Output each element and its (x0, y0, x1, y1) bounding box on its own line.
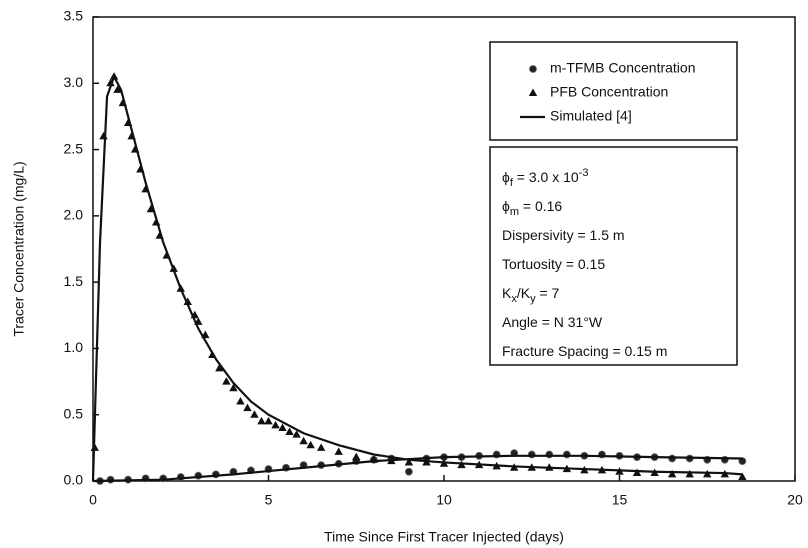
y-tick-label: 0.5 (64, 405, 84, 421)
circle-point (404, 467, 413, 476)
annotation-sub: x (511, 293, 517, 305)
annotation-text: K (502, 285, 512, 301)
y-axis-label: Tracer Concentration (mg/L) (11, 161, 27, 336)
annotation-sub: m (510, 206, 519, 218)
annotation-text: ϕ (502, 198, 510, 214)
annotation: ϕf​ = 3.0 x 10-3 (502, 167, 588, 189)
triangle-point (352, 452, 361, 461)
triangle-point (285, 427, 294, 435)
annotation-text: = 0.16 (519, 198, 562, 214)
legend-box (489, 41, 738, 141)
annotation-text: Tortuosity = 0.15 (502, 256, 605, 272)
triangle-point (299, 436, 308, 445)
x-tick-label: 0 (89, 492, 97, 508)
triangle-point (278, 423, 287, 431)
triangle-point (271, 420, 280, 429)
x-tick-label: 5 (265, 492, 273, 508)
triangle-point (250, 410, 259, 418)
annotation: Dispersivity = 1.5 m (502, 227, 625, 243)
annotation: Kx​/Ky​ = 7 (502, 285, 560, 305)
triangle-point (667, 469, 677, 478)
y-tick-label: 2.0 (64, 207, 84, 223)
y-tick-label: 3.5 (64, 8, 84, 24)
triangle-point (404, 457, 414, 466)
triangle-point (106, 78, 115, 87)
legend-label: PFB Concentration (550, 84, 668, 100)
triangle-point (113, 85, 122, 93)
y-tick-label: 0.0 (64, 472, 84, 488)
x-tick-label: 10 (436, 492, 452, 508)
y-tick-label: 1.0 (64, 339, 84, 355)
annotation-text: ϕ (502, 169, 510, 185)
y-tick-label: 2.5 (64, 140, 84, 156)
annotation-text: = 3.0 x 10 (513, 169, 579, 185)
triangle-point (264, 416, 273, 425)
annotation: Angle = N 31°W (502, 314, 603, 330)
annotation: ϕm​ = 0.16 (502, 198, 562, 218)
triangle-point (306, 440, 315, 449)
triangle-point (316, 443, 326, 451)
triangle-point (685, 469, 694, 478)
annotation-text: = 7 (536, 285, 560, 301)
triangle-point (632, 468, 642, 477)
annotation-text: Dispersivity = 1.5 m (502, 227, 625, 243)
legend-label: Simulated [4] (550, 108, 632, 124)
triangle-point (183, 297, 192, 306)
triangle-point (292, 430, 301, 438)
y-tick-label: 3.0 (64, 74, 84, 90)
triangle-point (215, 363, 224, 372)
circle-point (545, 450, 554, 459)
y-tick-label: 1.5 (64, 273, 84, 289)
triangle-point (738, 472, 747, 481)
triangle-point (229, 383, 238, 392)
annotation-sup: -3 (579, 167, 589, 179)
legend-marker (528, 88, 538, 96)
x-axis-label: Time Since First Tracer Injected (days) (324, 529, 564, 545)
legend-marker (529, 65, 537, 73)
annotation-text: /K (517, 285, 531, 301)
triangle-point (99, 131, 108, 140)
annotation-text: Fracture Spacing = 0.15 m (502, 343, 667, 359)
annotation-sub: f (510, 177, 514, 189)
triangle-point (243, 403, 252, 412)
triangle-point (222, 377, 231, 385)
annotation-sub: y (530, 293, 536, 305)
triangle-point (236, 396, 245, 405)
x-tick-label: 20 (787, 492, 803, 508)
annotation-box (489, 146, 738, 366)
annotation: Fracture Spacing = 0.15 m (502, 343, 667, 359)
simulated-line (91, 73, 743, 483)
legend-label: m-TFMB Concentration (550, 60, 695, 76)
triangle-point (334, 447, 343, 455)
triangle-point (257, 416, 266, 425)
annotation-text: Angle = N 31°W (502, 314, 603, 330)
circle-point (527, 450, 536, 459)
circle-point (562, 450, 571, 459)
annotation: Tortuosity = 0.15 (502, 256, 605, 272)
x-tick-label: 15 (612, 492, 628, 508)
